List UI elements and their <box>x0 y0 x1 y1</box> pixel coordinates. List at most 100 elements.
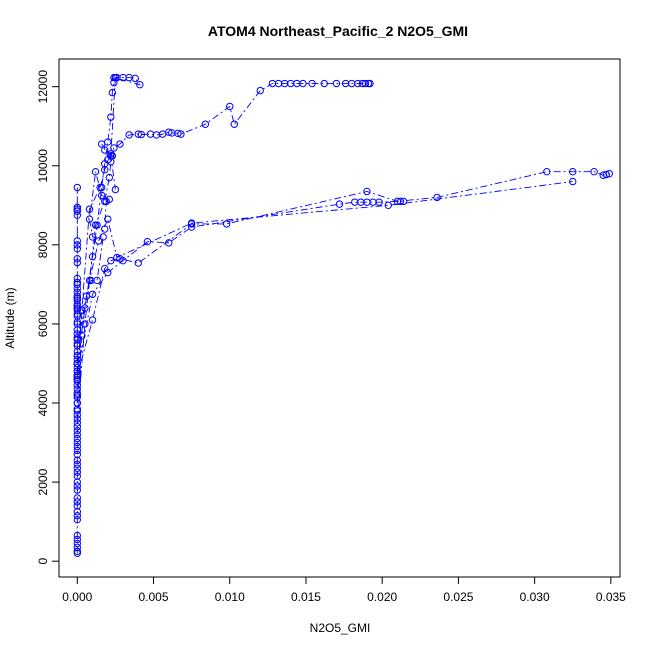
data-point <box>125 131 133 139</box>
x-tick-label: 0.030 <box>520 590 550 604</box>
data-point <box>134 259 142 267</box>
data-point <box>101 225 109 233</box>
data-point <box>97 140 106 148</box>
data-point <box>101 146 109 154</box>
chart-title: ATOM4 Northeast_Pacific_2 N2O5_GMI <box>208 23 468 39</box>
data-point <box>73 460 81 469</box>
data-point <box>73 245 81 253</box>
data-point <box>73 296 81 304</box>
series-line <box>76 181 573 344</box>
data-point <box>137 130 146 139</box>
data-point <box>104 215 112 223</box>
data-point <box>73 205 81 213</box>
data-point <box>136 81 144 89</box>
data-point <box>366 79 374 88</box>
data-point <box>308 79 316 88</box>
data-point <box>73 472 81 480</box>
data-point <box>569 167 577 176</box>
data-point <box>73 375 81 383</box>
data-point <box>116 140 124 148</box>
data-point <box>73 294 81 302</box>
data-point <box>230 120 239 128</box>
x-axis-label: N2O5_GMI <box>310 621 371 635</box>
series-line <box>76 200 404 372</box>
y-tick-label: 0 <box>36 558 50 565</box>
data-point <box>399 197 408 206</box>
data-point <box>93 276 101 285</box>
data-point <box>107 113 115 121</box>
data-point <box>590 167 598 176</box>
data-point <box>73 320 81 328</box>
y-tick-label: 4000 <box>36 389 50 416</box>
x-tick-label: 0.015 <box>291 590 321 604</box>
x-tick-label: 0.020 <box>367 590 397 604</box>
data-point <box>73 241 81 249</box>
data-point <box>73 426 81 435</box>
data-point <box>222 220 231 228</box>
data-point <box>73 258 81 267</box>
data-point <box>226 102 234 111</box>
data-point <box>256 86 264 95</box>
data-point <box>73 438 81 447</box>
data-point <box>354 79 362 88</box>
data-point <box>102 197 110 206</box>
data-point <box>111 185 120 194</box>
data-point <box>363 187 371 196</box>
data-point <box>73 450 81 459</box>
data-point <box>91 167 100 176</box>
data-point <box>73 535 81 544</box>
data-point <box>569 177 577 186</box>
data-point <box>187 219 196 227</box>
data-point <box>131 74 139 83</box>
data-point <box>73 385 81 393</box>
data-point <box>73 486 81 494</box>
x-tick-label: 0.035 <box>596 590 626 604</box>
series-line <box>76 77 141 364</box>
data-point <box>73 389 81 397</box>
data-point <box>73 468 81 476</box>
data-point <box>543 167 551 176</box>
data-point <box>73 482 81 490</box>
data-point <box>73 419 81 427</box>
data-point <box>73 512 81 520</box>
data-point <box>82 292 91 300</box>
data-point <box>73 423 81 431</box>
data-point <box>107 152 115 160</box>
data-point <box>113 253 121 262</box>
data-point <box>299 79 307 88</box>
data-point <box>73 399 81 407</box>
data-point <box>99 233 107 241</box>
data-point <box>396 197 405 206</box>
data-point <box>73 446 81 455</box>
data-point <box>73 464 81 472</box>
series-line <box>76 171 111 404</box>
series-line <box>76 83 370 380</box>
data-point <box>274 79 283 88</box>
data-point <box>332 79 341 88</box>
data-point <box>73 547 81 555</box>
data-point <box>85 205 94 213</box>
data-point <box>73 434 81 443</box>
data-point <box>73 371 81 380</box>
data-point <box>73 367 81 376</box>
data-point <box>88 316 97 324</box>
plot-area <box>73 73 614 557</box>
data-point <box>104 268 112 277</box>
data-point <box>73 203 81 211</box>
data-point <box>73 340 81 348</box>
data-point <box>73 183 81 192</box>
data-point <box>94 237 103 245</box>
x-tick-label: 0.010 <box>215 590 245 604</box>
data-point <box>165 128 173 136</box>
data-point <box>81 320 89 328</box>
data-point <box>73 254 81 263</box>
data-point <box>605 169 614 178</box>
data-point <box>73 207 81 215</box>
data-point <box>187 223 196 231</box>
data-point <box>73 494 81 502</box>
x-tick-label: 0.005 <box>139 590 169 604</box>
series-line <box>76 171 610 376</box>
series-line <box>76 143 116 423</box>
x-tick-label: 0.000 <box>62 590 92 604</box>
